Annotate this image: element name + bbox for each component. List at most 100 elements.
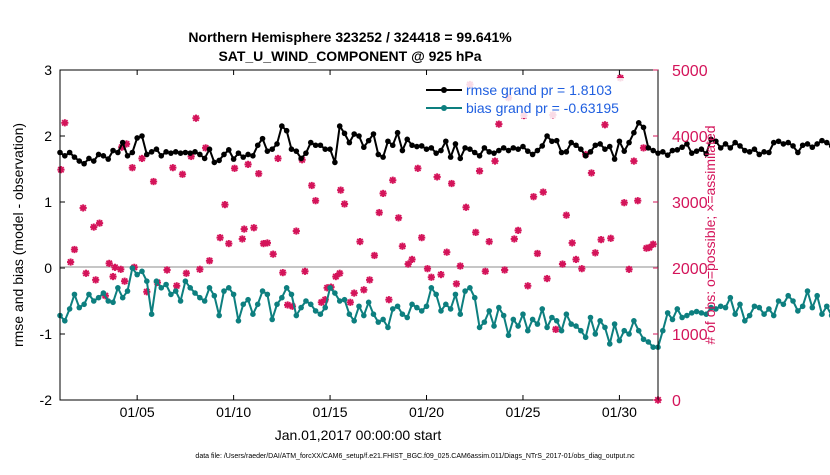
obs-point-bar — [173, 282, 181, 290]
rmse-point — [341, 130, 348, 137]
rmse-point — [90, 158, 97, 164]
obs-point-bar — [240, 225, 248, 233]
bias-point — [582, 334, 589, 341]
rmse-point — [385, 138, 391, 145]
obs-point — [625, 265, 633, 273]
bias-point — [698, 310, 705, 316]
obs-point-bar — [630, 157, 638, 165]
bias-point — [76, 304, 83, 311]
bias-point — [597, 318, 603, 324]
obs-point-bar — [485, 238, 493, 245]
obs-point — [225, 239, 233, 248]
obs-point-bar — [462, 203, 470, 211]
obs-point-bar — [221, 201, 229, 208]
rmse-point — [597, 141, 603, 147]
rmse-point — [809, 144, 816, 151]
obs-point — [379, 189, 387, 198]
bias-point — [375, 319, 382, 325]
obs-point-bar — [379, 190, 387, 197]
bias-point — [505, 332, 512, 339]
y-right-tick-label: 2000 — [672, 261, 708, 278]
bias-point — [534, 321, 541, 327]
rmse-point — [481, 145, 488, 151]
rmse-point — [491, 150, 497, 156]
rmse-point — [640, 124, 647, 131]
bias-point — [351, 318, 357, 324]
bias-point — [515, 323, 521, 329]
obs-point-bar — [105, 260, 113, 267]
rmse-point — [206, 146, 213, 152]
obs-point-bar — [250, 224, 258, 232]
rmse-point — [259, 135, 266, 142]
obs-point-bar — [530, 193, 537, 201]
bias-point — [144, 278, 150, 285]
rmse-point — [356, 133, 362, 139]
bias-point — [307, 301, 314, 308]
obs-point-bar — [534, 250, 541, 257]
obs-point-bar — [231, 165, 238, 172]
rmse-point — [303, 150, 309, 156]
bias-point — [100, 290, 107, 296]
bias-point — [742, 318, 748, 324]
obs-point-bar — [437, 271, 445, 278]
obs-point-bar — [279, 269, 287, 276]
rmse-point — [365, 137, 372, 144]
obs-point — [274, 154, 282, 163]
obs-point-bar — [79, 204, 87, 212]
bias-point — [288, 291, 295, 298]
obs-point — [79, 204, 87, 212]
rmse-point — [216, 157, 222, 164]
x-tick-label: 01/05 — [120, 404, 155, 420]
rmse-point — [708, 136, 714, 143]
obs-point — [389, 176, 397, 184]
obs-point-bar — [424, 265, 431, 272]
obs-point — [336, 269, 344, 277]
bias-point — [819, 311, 825, 318]
bias-point — [645, 339, 652, 345]
y-left-tick-label: 1 — [44, 194, 52, 210]
bias-point — [722, 304, 729, 311]
obs-point-bar — [443, 248, 451, 256]
bias-point — [476, 324, 483, 331]
obs-point-bar — [634, 197, 642, 205]
bias-point — [539, 306, 546, 312]
chart-title-line1: Northern Hemisphere 323252 / 324418 = 99… — [188, 29, 512, 45]
rmse-point — [587, 149, 594, 155]
bias-point — [81, 301, 87, 308]
obs-point — [138, 154, 146, 163]
rmse-point — [476, 153, 483, 159]
rmse-point — [81, 160, 87, 167]
obs-point-bar — [375, 209, 383, 216]
x-axis-label: Jan.01,2017 00:00:00 start — [275, 427, 442, 443]
bias-point — [660, 327, 666, 334]
obs-point — [178, 170, 187, 178]
legend-bias-label: bias grand pr = -0.63195 — [466, 100, 619, 116]
rmse-point — [115, 149, 121, 156]
bias-point — [573, 323, 579, 329]
obs-point — [601, 121, 609, 129]
bias-point — [684, 312, 690, 319]
obs-point — [607, 234, 615, 242]
obs-point-bar — [187, 153, 195, 160]
obs-point — [452, 280, 461, 288]
obs-point — [475, 167, 484, 175]
rmse-point — [380, 154, 386, 160]
obs-point-bar — [366, 276, 373, 284]
rmse-point — [761, 149, 767, 155]
rmse-point — [317, 142, 324, 149]
plot-content — [57, 74, 830, 404]
obs-point-bar — [92, 276, 100, 284]
bias-point — [544, 324, 550, 331]
obs-point — [491, 157, 499, 165]
obs-point-bar — [456, 262, 464, 270]
bias-point — [496, 304, 502, 311]
obs-point — [216, 234, 224, 242]
rmse-point — [645, 145, 652, 151]
bias-point — [254, 301, 261, 308]
bias-point — [259, 288, 266, 294]
bias-point — [790, 298, 796, 304]
bias-point — [225, 285, 232, 291]
obs-point — [128, 164, 136, 172]
obs-point — [337, 186, 345, 194]
rmse-point — [457, 155, 464, 162]
